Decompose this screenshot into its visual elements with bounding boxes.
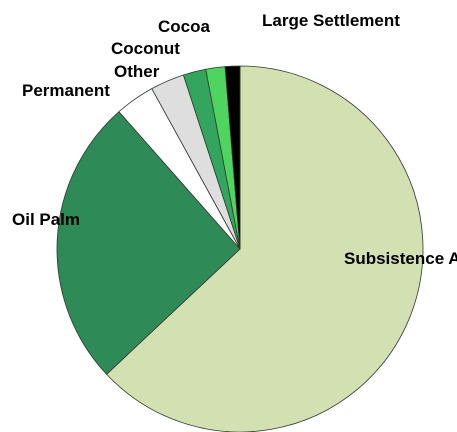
label-oil-palm: Oil Palm — [12, 210, 80, 229]
slice-oil-palm — [56, 111, 241, 375]
pie-slices — [56, 65, 424, 432]
slice-large-settlement — [224, 65, 241, 250]
label-coconut: Coconut — [111, 39, 180, 58]
label-permanent: Permanent — [22, 81, 110, 100]
label-cocoa: Cocoa — [158, 17, 211, 36]
label-large-settlement: Large Settlement — [262, 11, 400, 30]
label-subsistence-line-1: Subsistence Agriculture — [344, 249, 457, 268]
label-subsistence-agriculture: Subsistence Agriculture — [344, 249, 457, 268]
label-large-settlement-line-1: Large Settlement — [262, 11, 400, 30]
slice-subsistence-agriculture — [106, 65, 424, 432]
label-other: Other — [114, 62, 160, 81]
